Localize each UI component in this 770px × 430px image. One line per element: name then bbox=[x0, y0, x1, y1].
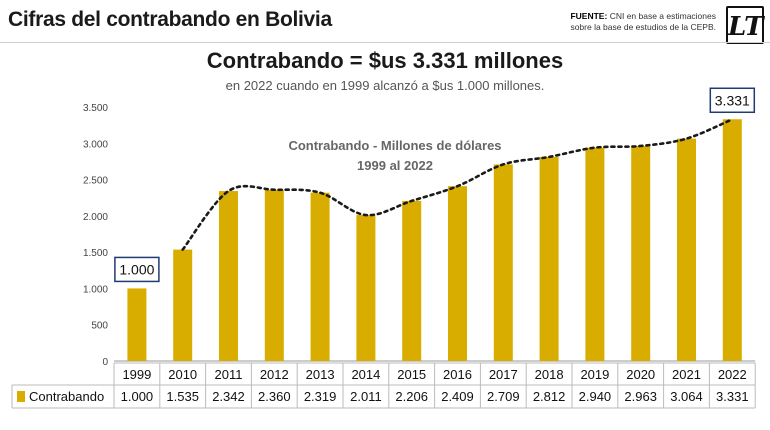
brand-logo: LT bbox=[726, 6, 764, 44]
data-label: 2.709 bbox=[487, 389, 520, 404]
data-label: 2.206 bbox=[395, 389, 428, 404]
x-tick-label: 2012 bbox=[260, 367, 289, 382]
y-tick-label: 2.500 bbox=[83, 176, 108, 187]
x-tick-label: 1999 bbox=[122, 367, 151, 382]
bar-2022 bbox=[722, 119, 742, 361]
x-tick-label: 2018 bbox=[535, 367, 564, 382]
subheadline: en 2022 cuando en 1999 alcanzó a $us 1.0… bbox=[225, 78, 545, 93]
x-tick-label: 2019 bbox=[580, 367, 609, 382]
chart-subtitle: 1999 al 2022 bbox=[357, 158, 433, 173]
callout-label: 1.000 bbox=[119, 261, 154, 277]
x-tick-label: 2016 bbox=[443, 367, 472, 382]
x-tick-label: 2014 bbox=[351, 367, 380, 382]
y-tick-label: 0 bbox=[102, 357, 108, 368]
x-tick-label: 2022 bbox=[718, 367, 747, 382]
x-tick-label: 2021 bbox=[672, 367, 701, 382]
bar-2011 bbox=[219, 191, 238, 361]
callout-box bbox=[114, 256, 160, 283]
legend-label: Contrabando bbox=[29, 389, 104, 404]
header-divider bbox=[0, 42, 770, 43]
data-label: 2.940 bbox=[579, 389, 612, 404]
bar-2019 bbox=[585, 147, 605, 361]
bar-2020 bbox=[631, 145, 651, 361]
bar-2012 bbox=[264, 189, 284, 361]
data-label: 2.011 bbox=[350, 389, 382, 404]
data-label: 1.535 bbox=[166, 389, 199, 404]
x-tick-label: 2011 bbox=[215, 367, 243, 382]
data-label: 2.319 bbox=[304, 389, 337, 404]
x-tick-label: 2015 bbox=[397, 367, 426, 382]
y-tick-label: 500 bbox=[91, 321, 108, 332]
bar-2021 bbox=[677, 138, 696, 361]
y-tick-label: 1.500 bbox=[83, 248, 108, 259]
y-tick-label: 2.000 bbox=[83, 212, 108, 223]
legend-swatch bbox=[17, 391, 25, 402]
x-tick-label: 2013 bbox=[306, 367, 335, 382]
x-tick-label: 2010 bbox=[168, 367, 197, 382]
bar-2016 bbox=[448, 186, 467, 361]
data-label: 3.331 bbox=[716, 389, 749, 404]
callout-box bbox=[709, 87, 756, 114]
source-label: FUENTE: bbox=[570, 11, 608, 21]
source-note: FUENTE: CNI en base a estimaciones sobre… bbox=[570, 11, 716, 33]
bar-2010 bbox=[173, 249, 193, 361]
bar-1999 bbox=[127, 288, 147, 361]
data-label: 3.064 bbox=[670, 389, 703, 404]
y-tick-label: 1.000 bbox=[83, 284, 108, 295]
data-label: 2.342 bbox=[212, 389, 245, 404]
data-label: 2.360 bbox=[258, 389, 291, 404]
trend-line bbox=[181, 117, 734, 251]
bar-2015 bbox=[402, 200, 422, 361]
source-line-1: CNI en base a estimaciones bbox=[609, 11, 716, 21]
headline: Contrabando = $us 3.331 millones bbox=[206, 48, 564, 73]
bar-2018 bbox=[539, 156, 559, 361]
data-label: 2.409 bbox=[441, 389, 474, 404]
data-label: 1.000 bbox=[121, 389, 154, 404]
callout-label: 3.331 bbox=[715, 92, 750, 108]
source-line-2: sobre la base de estudios de la CEPB. bbox=[570, 22, 716, 32]
chart-title: Contrabando - Millones de dólares bbox=[288, 138, 501, 153]
bar-2013 bbox=[310, 192, 330, 361]
bar-2017 bbox=[493, 164, 513, 361]
data-label: 2.812 bbox=[533, 389, 566, 404]
y-tick-label: 3.000 bbox=[83, 139, 108, 150]
bar-2014 bbox=[356, 215, 376, 361]
data-label: 2.963 bbox=[624, 389, 657, 404]
y-tick-label: 3.500 bbox=[83, 103, 108, 114]
page-title: Cifras del contrabando en Bolivia bbox=[8, 8, 332, 31]
x-tick-label: 2017 bbox=[489, 367, 518, 382]
x-tick-label: 2020 bbox=[626, 367, 655, 382]
